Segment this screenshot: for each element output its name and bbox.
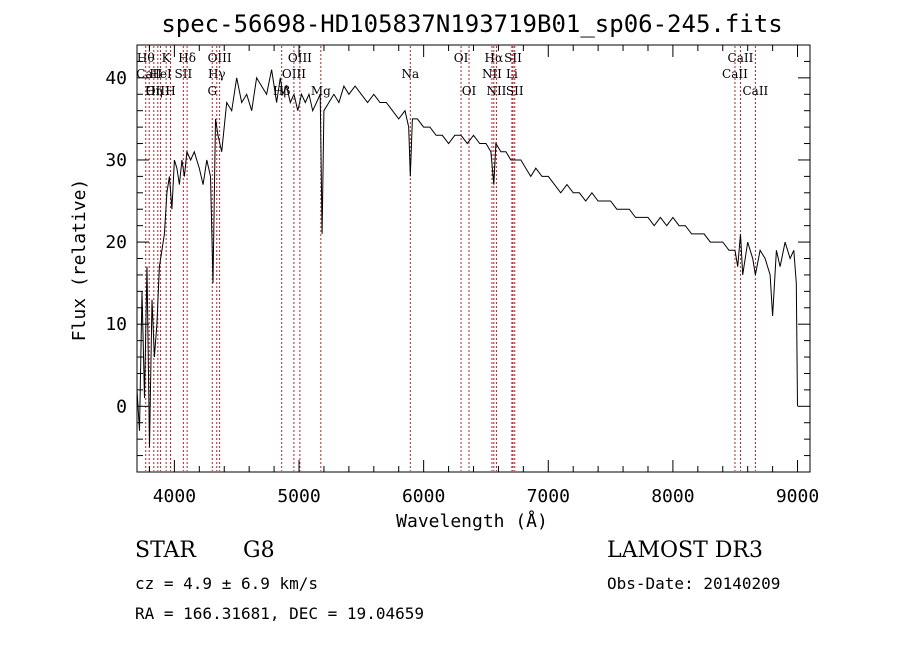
y-axis-label: Flux (relative) (69, 179, 90, 342)
y-axis: 0 10 20 30 40 (105, 44, 810, 457)
spectral-line-label: Hγ (208, 67, 226, 81)
spectral-line-label: Hθ (137, 51, 155, 65)
y-tick-label: 30 (105, 150, 127, 171)
ra-dec-coordinates: RA = 166.31681, DEC = 19.04659 (135, 604, 424, 623)
spectral-line-label: K (162, 51, 172, 65)
spectral-line-label: OIII (146, 84, 170, 98)
x-tick-label: 6000 (402, 486, 445, 507)
spectral-line-label: SII (506, 84, 524, 98)
spectral-line-label: OI (454, 51, 469, 65)
plot-frame (136, 44, 811, 473)
spectral-line-label: CaII (722, 67, 748, 81)
chart-title: spec-56698-HD105837N193719B01_sp06-245.f… (161, 10, 782, 38)
spectral-line-label: Hα (485, 51, 504, 65)
spectral-line-label: OIII (282, 67, 306, 81)
spectral-line-label: CaII (728, 51, 754, 65)
redshift-cz: cz = 4.9 ± 6.9 km/s (135, 574, 319, 593)
spectral-line-label: HeI (149, 67, 172, 81)
x-tick-label: 7000 (527, 486, 570, 507)
observation-date: Obs-Date: 20140209 (607, 574, 781, 593)
y-tick-label: 0 (116, 396, 127, 417)
spectral-line-label: Na (401, 67, 419, 81)
spectral-line-label: OI (462, 84, 477, 98)
spectral-line-label: Hδ (178, 51, 196, 65)
spectral-line-label: SII (175, 67, 193, 81)
spectral-line-label: NII (486, 84, 506, 98)
spectral-line-label: Mg (311, 84, 331, 98)
x-axis: 4000 5000 6000 7000 8000 9000 (148, 45, 819, 507)
spectral-line-label: NII (482, 67, 502, 81)
x-tick-label: 9000 (776, 486, 819, 507)
object-subclass: G8 (243, 538, 275, 563)
spectral-line-label: H (165, 84, 175, 98)
spectral-line-label: OIII (288, 51, 312, 65)
spectral-line-markers (145, 46, 756, 471)
object-class: STAR (135, 538, 196, 563)
spectral-line-label: Hη (145, 84, 163, 98)
x-tick-label: 4000 (153, 486, 196, 507)
x-axis-label: Wavelength (Å) (396, 510, 548, 532)
y-tick-label: 10 (105, 314, 127, 335)
x-tick-label: 8000 (651, 486, 694, 507)
y-tick-label: 20 (105, 232, 127, 253)
spectral-line-label: Li (506, 67, 518, 81)
spectrum-line (136, 69, 798, 448)
spectral-line-label: SII (504, 51, 522, 65)
spectral-line-labels: HθCaIIHηOIIIHeIKHSIIHδGHγOIIIHβOIIIOIIIM… (136, 51, 768, 98)
spectral-line-label: G (207, 84, 217, 98)
spectral-line-label: CaII (742, 84, 768, 98)
spectral-line-label: OIII (208, 51, 232, 65)
x-tick-label: 5000 (277, 486, 320, 507)
survey-name: LAMOST DR3 (607, 538, 763, 563)
y-tick-label: 40 (105, 68, 127, 89)
